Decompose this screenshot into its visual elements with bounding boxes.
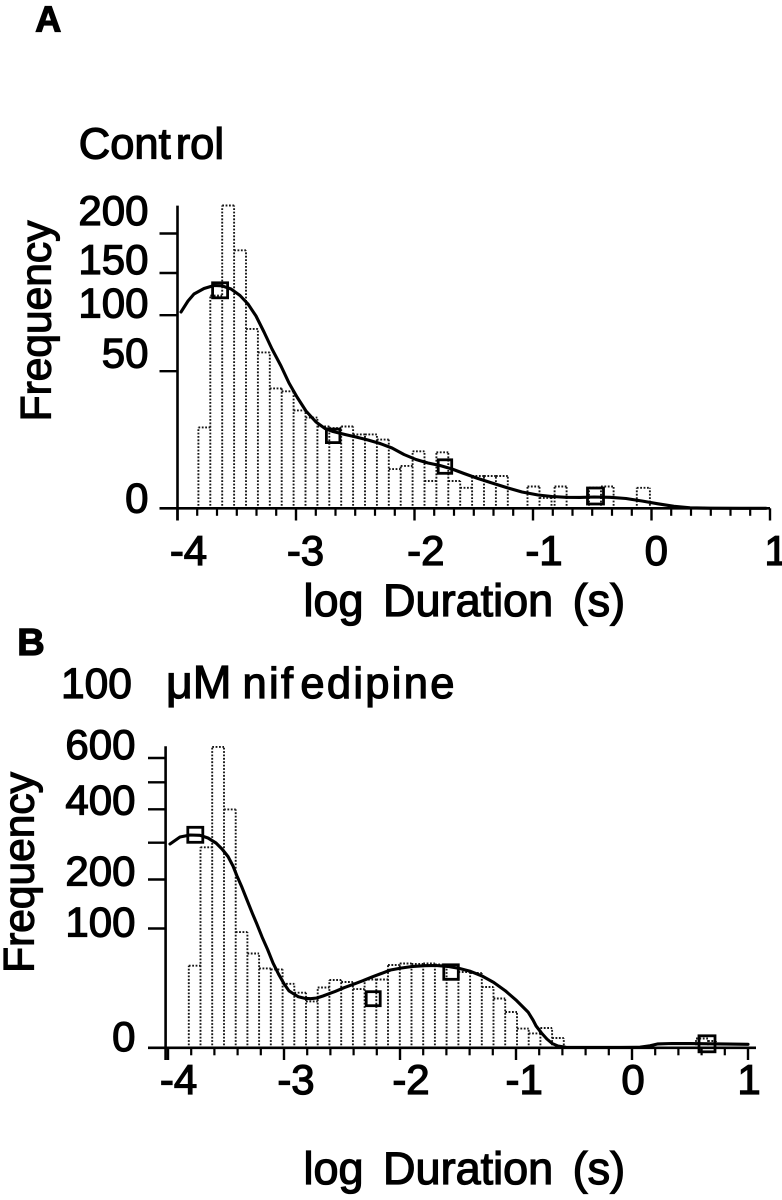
- svg-text:μM: μM: [166, 656, 232, 708]
- svg-text:600: 600: [65, 721, 135, 768]
- svg-text:-1: -1: [506, 1056, 543, 1103]
- svg-text:-3: -3: [277, 1056, 314, 1103]
- svg-text:100: 100: [61, 661, 132, 708]
- svg-text:50: 50: [102, 330, 149, 377]
- svg-text:A: A: [35, 0, 61, 40]
- svg-text:0: 0: [112, 1013, 135, 1060]
- svg-text:B: B: [17, 622, 44, 664]
- svg-text:-1: -1: [525, 527, 562, 574]
- svg-text:100: 100: [65, 898, 135, 945]
- svg-text:log Duration (s): log Duration (s): [304, 575, 626, 626]
- svg-text:-2: -2: [407, 527, 444, 574]
- svg-text:0: 0: [645, 527, 668, 574]
- svg-text:-4: -4: [160, 1056, 197, 1103]
- svg-text:log Duration (s): log Duration (s): [304, 1143, 626, 1194]
- svg-text:400: 400: [65, 777, 135, 824]
- svg-text:Frequency: Frequency: [0, 771, 44, 973]
- svg-text:100: 100: [78, 280, 148, 327]
- svg-text:Frequency: Frequency: [14, 220, 61, 422]
- svg-text:200: 200: [65, 848, 135, 895]
- svg-text:1: 1: [764, 527, 782, 574]
- svg-text:0: 0: [621, 1056, 644, 1103]
- svg-text:-3: -3: [287, 527, 324, 574]
- svg-text:150: 150: [78, 236, 148, 283]
- svg-text:-2: -2: [392, 1056, 429, 1103]
- svg-text:0: 0: [125, 474, 148, 521]
- svg-text:1: 1: [737, 1056, 760, 1103]
- svg-text:-4: -4: [170, 527, 207, 574]
- svg-text:200: 200: [78, 187, 148, 234]
